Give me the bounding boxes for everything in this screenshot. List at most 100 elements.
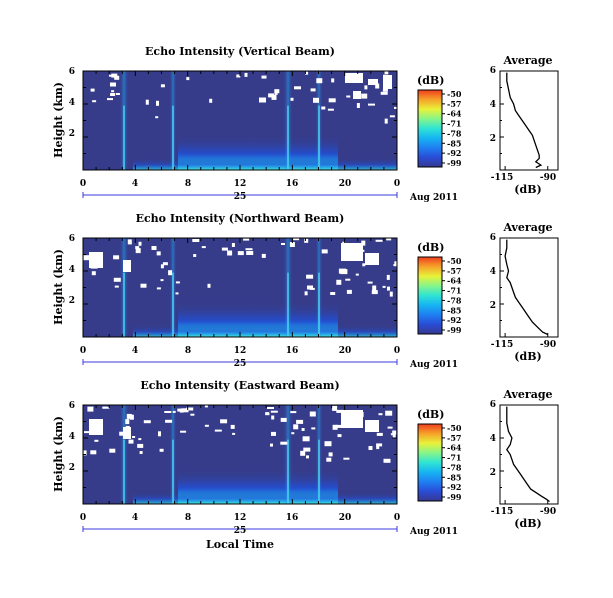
missing-data-cell	[179, 408, 184, 413]
x-tick-label: 4	[132, 179, 138, 189]
missing-data-cell	[304, 238, 309, 243]
colorbar-tick-label: -50	[447, 89, 462, 99]
missing-data-cell	[84, 431, 89, 434]
missing-data-cell	[274, 91, 278, 95]
missing-data-cell	[321, 106, 326, 110]
missing-data-cell	[109, 74, 113, 77]
profile-x-label: (dB)	[514, 350, 541, 363]
x-tick-label: 16	[286, 346, 299, 356]
missing-data-cell	[160, 279, 164, 282]
date-axis-line	[82, 359, 398, 365]
missing-data-cell	[294, 86, 301, 90]
colorbar-tick-label: -78	[447, 295, 462, 305]
missing-data-cell	[90, 88, 95, 92]
x-tick-label: 8	[185, 346, 191, 356]
missing-data-cell	[127, 239, 132, 245]
missing-data-cell	[123, 427, 131, 439]
missing-data-cell	[383, 458, 391, 463]
echo-spike-core	[123, 272, 125, 337]
missing-data-cell	[378, 413, 383, 416]
missing-data-cell	[271, 431, 276, 436]
date-suffix: Aug 2011	[409, 360, 458, 370]
missing-data-cell	[353, 91, 361, 99]
missing-data-cell	[110, 93, 116, 96]
y-axis-label: Height (km)	[52, 82, 65, 158]
missing-data-cell	[375, 83, 380, 89]
missing-data-cell	[375, 239, 383, 242]
profile-y-tick: 6	[490, 66, 496, 76]
missing-data-cell	[164, 411, 172, 413]
missing-data-cell	[340, 269, 348, 275]
missing-data-cell	[232, 432, 236, 435]
heatmap-title: Echo Intensity (Northward Beam)	[136, 212, 345, 225]
missing-data-cell	[132, 436, 136, 438]
profile-y-tick: 2	[490, 468, 496, 478]
missing-data-cell	[383, 71, 389, 75]
echo-spike-core	[318, 105, 320, 170]
profile-x-tick: -115	[491, 507, 514, 517]
echo-spike-core	[287, 439, 289, 504]
missing-data-cell	[296, 419, 304, 424]
x-tick-label: 16	[286, 179, 299, 189]
colorbar-tick-label: -99	[447, 158, 462, 168]
missing-data-cell	[362, 263, 366, 267]
missing-data-cell	[376, 445, 380, 450]
y-axis-label: Height (km)	[52, 416, 65, 492]
missing-data-cell	[300, 450, 306, 456]
missing-data-cell	[245, 248, 253, 251]
missing-data-cell	[330, 292, 336, 295]
profile-x-tick: -90	[540, 507, 556, 517]
x-tick-label: 16	[286, 513, 299, 523]
profile-y-tick: 4	[490, 434, 496, 444]
missing-data-cell	[113, 255, 120, 260]
missing-data-cell	[89, 252, 103, 268]
missing-data-cell	[376, 443, 383, 447]
missing-data-cell	[244, 72, 248, 77]
x-tick-label: 4	[132, 346, 138, 356]
missing-data-cell	[386, 274, 390, 280]
missing-data-cell	[311, 427, 316, 430]
profile-title: Average	[502, 388, 552, 401]
missing-data-cell	[390, 433, 395, 436]
profile-line	[506, 406, 550, 503]
missing-data-cell	[94, 439, 99, 442]
missing-data-cell	[361, 93, 368, 99]
missing-data-cell	[341, 243, 363, 261]
missing-data-cell	[137, 443, 144, 448]
missing-data-cell	[321, 249, 328, 254]
missing-data-cell	[324, 441, 332, 447]
missing-data-cell	[180, 430, 187, 433]
profile-y-tick: 6	[490, 400, 496, 410]
missing-data-cell	[139, 451, 143, 454]
missing-data-cell	[92, 100, 97, 103]
y-tick-label: 2	[69, 129, 75, 139]
missing-data-cell	[372, 285, 377, 291]
missing-data-cell	[107, 98, 113, 101]
missing-data-cell	[327, 108, 334, 111]
missing-data-cell	[145, 99, 149, 105]
colorbar-tick-label: -78	[447, 462, 462, 472]
missing-data-cell	[181, 408, 189, 413]
missing-data-cell	[355, 273, 359, 276]
colorbar-tick-label: -92	[447, 315, 461, 325]
missing-data-cell	[135, 248, 141, 254]
date-suffix: Aug 2011	[409, 193, 458, 203]
missing-data-cell	[156, 287, 161, 290]
missing-data-cell	[302, 436, 310, 442]
colorbar-tick-label: -57	[447, 99, 461, 109]
colorbar-label: (dB)	[417, 241, 444, 254]
missing-data-cell	[332, 405, 338, 411]
missing-data-cell	[192, 239, 200, 242]
missing-data-cell	[392, 430, 397, 435]
x-tick-label: 8	[185, 179, 191, 189]
missing-data-cell	[126, 413, 132, 419]
missing-data-cell	[165, 419, 173, 423]
x-tick-label: 0	[394, 513, 400, 523]
missing-data-cell	[289, 242, 295, 247]
profile-x-label: (dB)	[514, 517, 541, 530]
missing-data-cell	[230, 424, 235, 429]
echo-spike-core	[172, 439, 174, 504]
missing-data-cell	[293, 238, 300, 241]
missing-data-cell	[227, 250, 233, 256]
missing-data-cell	[237, 251, 244, 256]
